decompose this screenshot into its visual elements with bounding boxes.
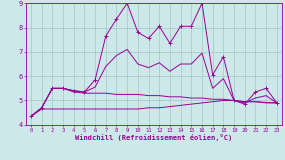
- X-axis label: Windchill (Refroidissement éolien,°C): Windchill (Refroidissement éolien,°C): [75, 134, 233, 141]
